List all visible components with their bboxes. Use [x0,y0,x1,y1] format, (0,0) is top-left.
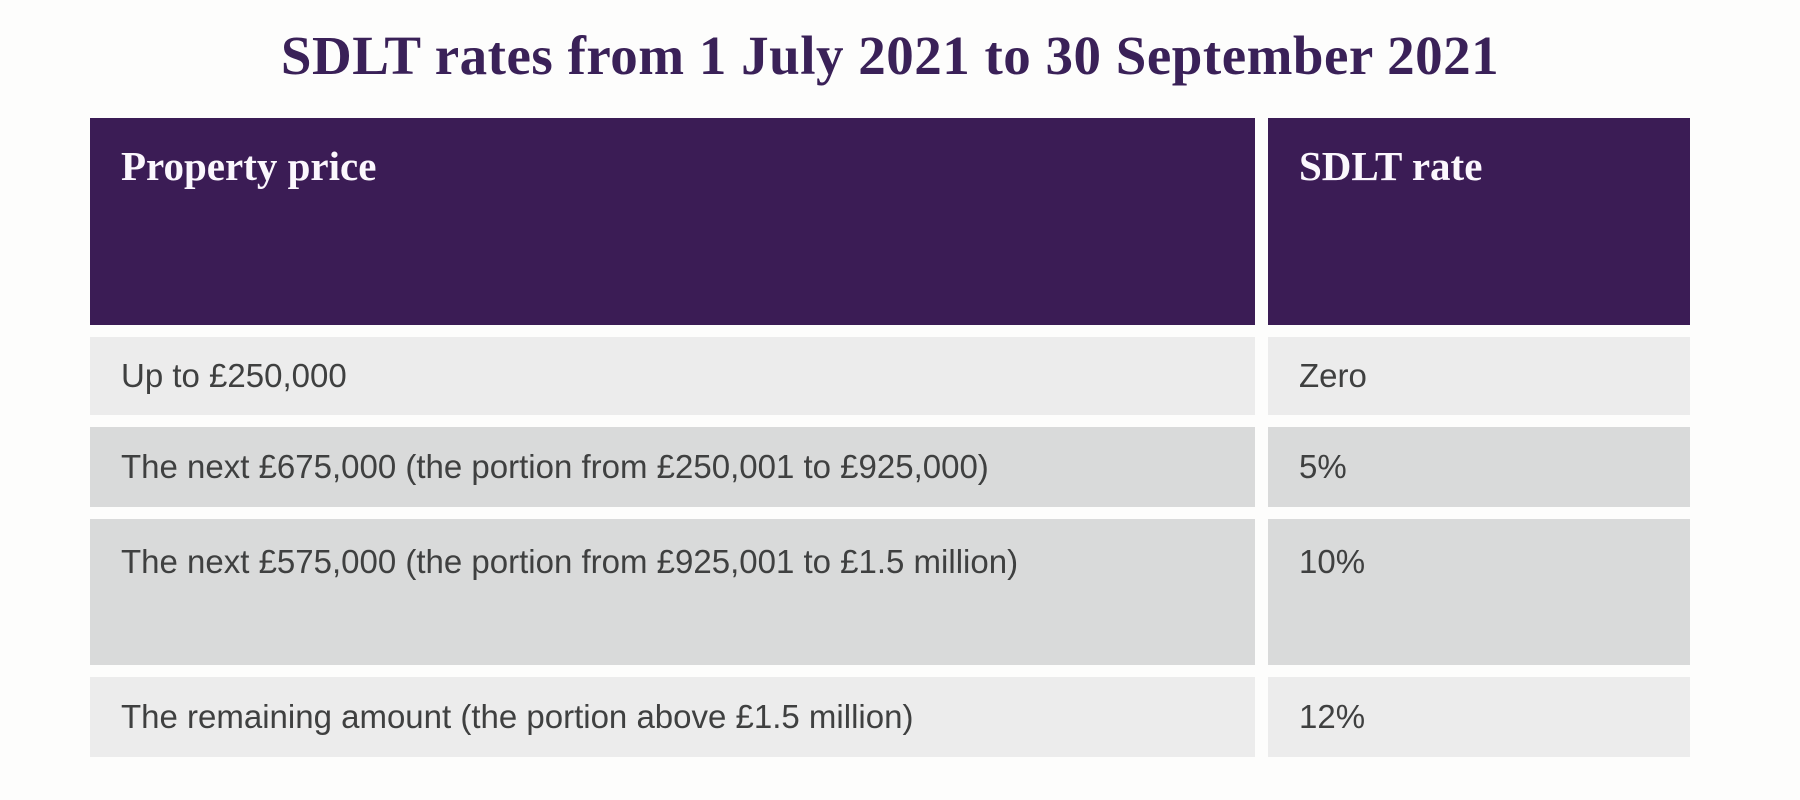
table-cell-sdlt-rate-row3: 10% [1268,519,1690,665]
table-cell-property-price-row1: Up to £250,000 [90,337,1255,415]
table-cell-property-price-row3: The next £575,000 (the portion from £925… [90,519,1255,665]
sdlt-rates-table: Property price SDLT rate Up to £250,000 … [90,118,1690,757]
table-cell-sdlt-rate-row4: 12% [1268,677,1690,757]
table-cell-property-price-row2: The next £675,000 (the portion from £250… [90,427,1255,507]
column-header-property-price: Property price [90,118,1255,325]
column-header-sdlt-rate: SDLT rate [1268,118,1690,325]
table-cell-sdlt-rate-row2: 5% [1268,427,1690,507]
table-cell-sdlt-rate-row1: Zero [1268,337,1690,415]
page-title: SDLT rates from 1 July 2021 to 30 Septem… [280,25,1500,86]
table-cell-property-price-row4: The remaining amount (the portion above … [90,677,1255,757]
